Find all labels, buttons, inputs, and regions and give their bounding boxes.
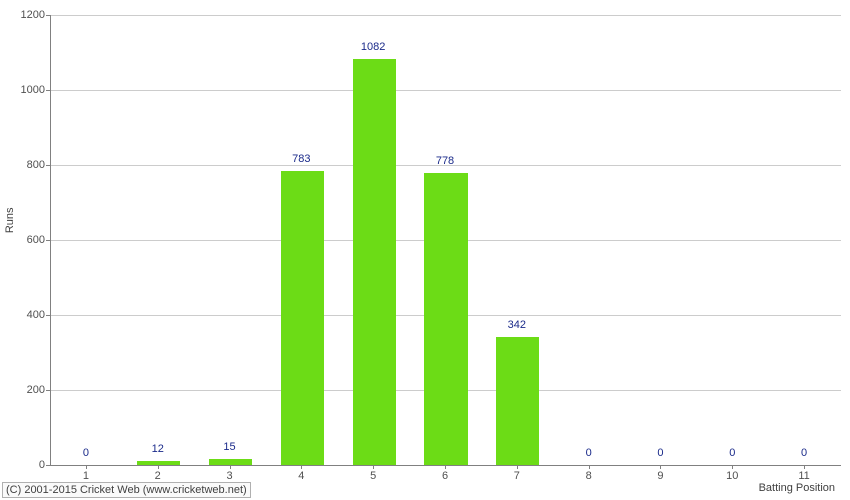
y-tick-label: 200 <box>27 384 45 396</box>
bar <box>496 337 539 465</box>
x-tick-mark <box>445 465 446 469</box>
x-tick-mark <box>86 465 87 469</box>
y-tick-label: 400 <box>27 309 45 321</box>
bar <box>209 459 252 465</box>
x-tick-label: 6 <box>442 470 448 482</box>
bar-value-label: 778 <box>436 155 454 167</box>
y-tick-mark <box>46 15 50 16</box>
x-tick-label: 10 <box>726 470 738 482</box>
y-tick-label: 1200 <box>21 9 45 21</box>
x-tick-label: 3 <box>226 470 232 482</box>
x-tick-label: 11 <box>798 470 809 482</box>
bar <box>281 171 324 465</box>
y-tick-mark <box>46 90 50 91</box>
x-tick-label: 2 <box>155 470 161 482</box>
y-axis-label: Runs <box>4 207 16 233</box>
x-axis-label: Batting Position <box>759 482 835 494</box>
bar-value-label: 0 <box>657 447 663 459</box>
y-tick-label: 800 <box>27 159 45 171</box>
x-tick-mark <box>373 465 374 469</box>
x-tick-label: 8 <box>586 470 592 482</box>
bar-value-label: 12 <box>152 443 164 455</box>
y-tick-mark <box>46 465 50 466</box>
x-tick-mark <box>158 465 159 469</box>
x-tick-label: 1 <box>83 470 89 482</box>
y-tick-mark <box>46 240 50 241</box>
bar-value-label: 0 <box>801 447 807 459</box>
x-tick-mark <box>230 465 231 469</box>
x-tick-label: 9 <box>657 470 663 482</box>
bar-value-label: 15 <box>223 441 235 453</box>
bar <box>353 59 396 465</box>
y-tick-label: 1000 <box>21 84 45 96</box>
bar-value-label: 342 <box>508 319 526 331</box>
x-tick-mark <box>589 465 590 469</box>
plot-area <box>50 15 841 466</box>
bar-value-label: 0 <box>586 447 592 459</box>
x-tick-mark <box>301 465 302 469</box>
y-tick-label: 0 <box>39 459 45 471</box>
bar <box>424 173 467 465</box>
y-tick-mark <box>46 165 50 166</box>
x-tick-mark <box>804 465 805 469</box>
bar-value-label: 1082 <box>361 41 385 53</box>
y-tick-mark <box>46 390 50 391</box>
copyright-text: (C) 2001-2015 Cricket Web (www.cricketwe… <box>2 482 251 498</box>
x-tick-mark <box>517 465 518 469</box>
x-tick-mark <box>660 465 661 469</box>
x-tick-label: 7 <box>514 470 520 482</box>
x-tick-mark <box>732 465 733 469</box>
bar-value-label: 783 <box>292 153 310 165</box>
y-tick-mark <box>46 315 50 316</box>
x-tick-label: 4 <box>298 470 304 482</box>
bar-value-label: 0 <box>83 447 89 459</box>
grid-line <box>51 90 841 91</box>
x-tick-label: 5 <box>370 470 376 482</box>
bar-value-label: 0 <box>729 447 735 459</box>
y-tick-label: 600 <box>27 234 45 246</box>
chart-container: Runs Batting Position (C) 2001-2015 Cric… <box>0 0 850 500</box>
grid-line <box>51 15 841 16</box>
